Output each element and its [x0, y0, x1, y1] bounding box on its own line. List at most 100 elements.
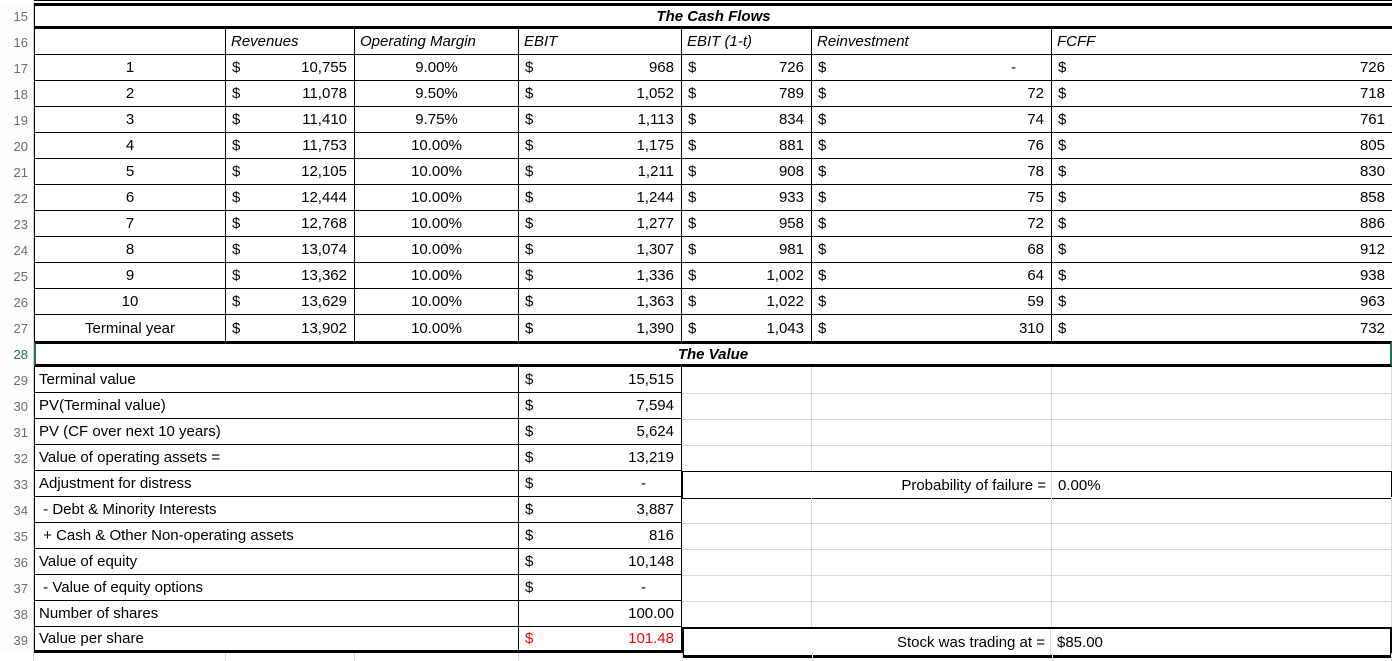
empty-cell[interactable]: [1052, 419, 1392, 446]
column-header-EBIT (1-t)[interactable]: EBIT (1-t): [682, 29, 812, 55]
cell-fcff[interactable]: $886: [1052, 211, 1392, 237]
cell-fcff[interactable]: $726: [1052, 55, 1392, 81]
empty-cell[interactable]: [682, 549, 812, 576]
cell-fcff[interactable]: $761: [1052, 107, 1392, 133]
cell-fcff[interactable]: $718: [1052, 81, 1392, 107]
cell-operating-margin[interactable]: 10.00%: [355, 185, 519, 211]
cell-value[interactable]: $10,148: [519, 549, 682, 575]
cell-revenues[interactable]: $13,362: [226, 263, 355, 289]
row-number-20[interactable]: 20: [0, 133, 34, 159]
cell-year[interactable]: 10: [34, 289, 226, 315]
cell-revenues[interactable]: $12,768: [226, 211, 355, 237]
row-number-37[interactable]: 37: [0, 575, 34, 601]
row-number-16[interactable]: 16: [0, 29, 34, 55]
cell-value[interactable]: $7,594: [519, 393, 682, 419]
cell-revenues[interactable]: $13,902: [226, 315, 355, 341]
empty-cell[interactable]: [812, 497, 1052, 524]
empty-cell[interactable]: [812, 601, 1052, 628]
cell-value[interactable]: 100.00: [519, 601, 682, 627]
row-number-27[interactable]: 27: [0, 315, 34, 341]
cell-revenues[interactable]: $11,078: [226, 81, 355, 107]
cell-fcff[interactable]: $938: [1052, 263, 1392, 289]
row-number-19[interactable]: 19: [0, 107, 34, 133]
cash-flows-title-cell[interactable]: The Cash Flows: [34, 3, 1392, 29]
cell-ebit-after-tax[interactable]: $881: [682, 133, 812, 159]
cell-ebit[interactable]: $968: [519, 55, 682, 81]
empty-cell[interactable]: [682, 393, 812, 420]
cell-ebit[interactable]: $1,390: [519, 315, 682, 341]
row-number-26[interactable]: 26: [0, 289, 34, 315]
row-number-28[interactable]: 28: [0, 341, 34, 367]
annotation-label[interactable]: Probability of failure =: [901, 476, 1046, 494]
annotation-value[interactable]: 0.00%: [1051, 472, 1391, 498]
empty-cell[interactable]: [812, 393, 1052, 420]
cell-ebit-after-tax[interactable]: $933: [682, 185, 812, 211]
empty-cell[interactable]: [1052, 601, 1392, 628]
cell-value[interactable]: $15,515: [519, 367, 682, 393]
cell-fcff[interactable]: $732: [1052, 315, 1392, 341]
cell-ebit[interactable]: $1,307: [519, 237, 682, 263]
cell-revenues[interactable]: $13,074: [226, 237, 355, 263]
cell-operating-margin[interactable]: 10.00%: [355, 211, 519, 237]
cell-label[interactable]: Terminal value: [34, 367, 519, 393]
cell-ebit-after-tax[interactable]: $981: [682, 237, 812, 263]
cell-reinvestment[interactable]: $74: [812, 107, 1052, 133]
cell-ebit-after-tax[interactable]: $958: [682, 211, 812, 237]
cell-value[interactable]: $13,219: [519, 445, 682, 471]
cell-ebit-after-tax[interactable]: $789: [682, 81, 812, 107]
row-number-24[interactable]: 24: [0, 237, 34, 263]
cell-label[interactable]: Adjustment for distress: [34, 471, 519, 497]
cell-reinvestment[interactable]: $310: [812, 315, 1052, 341]
cell-year[interactable]: 3: [34, 107, 226, 133]
cell-label[interactable]: + Cash & Other Non-operating assets: [34, 523, 519, 549]
empty-cell[interactable]: [682, 575, 812, 602]
cell-revenues[interactable]: $11,410: [226, 107, 355, 133]
empty-cell[interactable]: [682, 445, 812, 472]
cell-ebit-after-tax[interactable]: $726: [682, 55, 812, 81]
cell-year[interactable]: 5: [34, 159, 226, 185]
cell-revenues[interactable]: $13,629: [226, 289, 355, 315]
row-number-35[interactable]: 35: [0, 523, 34, 549]
row-number-18[interactable]: 18: [0, 81, 34, 107]
cell-ebit-after-tax[interactable]: $1,022: [682, 289, 812, 315]
cell-reinvestment[interactable]: $72: [812, 81, 1052, 107]
cell-reinvestment[interactable]: $76: [812, 133, 1052, 159]
cell-year[interactable]: 6: [34, 185, 226, 211]
row-number-39[interactable]: 39: [0, 627, 34, 653]
empty-cell[interactable]: [812, 367, 1052, 394]
row-number-17[interactable]: 17: [0, 55, 34, 81]
column-header-Operating Margin[interactable]: Operating Margin: [355, 29, 519, 55]
cell-reinvestment[interactable]: $75: [812, 185, 1052, 211]
cell-revenues[interactable]: $11,753: [226, 133, 355, 159]
row-number-15[interactable]: 15: [0, 3, 34, 29]
cell-ebit-after-tax[interactable]: $834: [682, 107, 812, 133]
cell-operating-margin[interactable]: 10.00%: [355, 315, 519, 341]
empty-cell[interactable]: [1052, 523, 1392, 550]
empty-cell[interactable]: [682, 523, 812, 550]
cell-operating-margin[interactable]: 10.00%: [355, 237, 519, 263]
cell-revenues[interactable]: $12,444: [226, 185, 355, 211]
cell-operating-margin[interactable]: 10.00%: [355, 263, 519, 289]
cell-year[interactable]: 9: [34, 263, 226, 289]
empty-cell[interactable]: [682, 367, 812, 394]
cell-year[interactable]: Terminal year: [34, 315, 226, 341]
cell-ebit[interactable]: $1,211: [519, 159, 682, 185]
empty-cell[interactable]: [812, 419, 1052, 446]
cell-ebit-after-tax[interactable]: $1,002: [682, 263, 812, 289]
row-number-29[interactable]: 29: [0, 367, 34, 393]
annotation-value[interactable]: $85.00: [1050, 629, 1390, 655]
cell-label[interactable]: Value per share: [34, 627, 519, 653]
empty-cell[interactable]: [812, 445, 1052, 472]
cell-label[interactable]: Number of shares: [34, 601, 519, 627]
row-number-23[interactable]: 23: [0, 211, 34, 237]
cell-operating-margin[interactable]: 9.00%: [355, 55, 519, 81]
empty-cell[interactable]: [1052, 367, 1392, 394]
empty-cell[interactable]: [812, 575, 1052, 602]
cell-year[interactable]: 7: [34, 211, 226, 237]
column-header-blank[interactable]: [34, 29, 226, 55]
cell-label[interactable]: - Value of equity options: [34, 575, 519, 601]
cell-value[interactable]: $101.48: [519, 627, 682, 653]
cell-reinvestment[interactable]: $59: [812, 289, 1052, 315]
cell-operating-margin[interactable]: 10.00%: [355, 289, 519, 315]
annotation-label[interactable]: Stock was trading at =: [897, 633, 1045, 651]
